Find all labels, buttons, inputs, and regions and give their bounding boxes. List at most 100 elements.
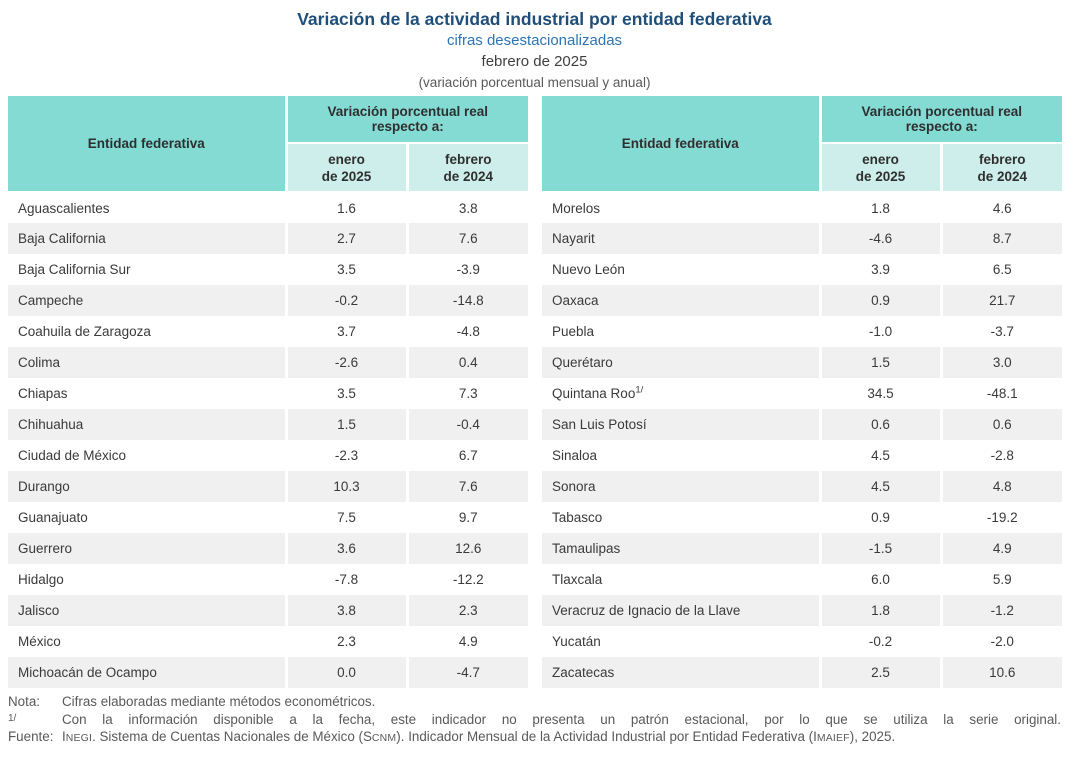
nota-label: Nota: xyxy=(8,694,41,709)
value-cell-febrero: 0.4 xyxy=(405,347,529,378)
table-row: Chiapas 3.5 7.3 xyxy=(8,378,529,409)
value-cell-enero: 2.7 xyxy=(284,223,407,254)
entity-cell: Puebla xyxy=(552,324,595,339)
entity-cell: Querétaro xyxy=(552,355,613,370)
value-cell-enero: -1.5 xyxy=(818,533,942,564)
table-row: Puebla -1.0 -3.7 xyxy=(542,316,1063,347)
entity-cell: Yucatán xyxy=(552,634,601,649)
nota-text: Cifras elaboradas mediante métodos econo… xyxy=(62,694,376,709)
value-cell-enero: -7.8 xyxy=(284,564,407,595)
table-body-left: Aguascalientes 1.6 3.8 Baja California 2.7 7.… xyxy=(8,192,529,688)
value-cell-enero: 4.5 xyxy=(818,440,942,471)
value-cell-enero: 3.5 xyxy=(284,378,407,409)
value-cell-febrero: 9.7 xyxy=(405,502,529,533)
table-row: Tabasco 0.9 -19.2 xyxy=(542,502,1063,533)
entity-cell: Ciudad de México xyxy=(18,448,127,463)
table-row: Oaxaca 0.9 21.7 xyxy=(542,285,1063,316)
value-cell-febrero: 2.3 xyxy=(405,595,529,626)
value-cell-enero: -2.6 xyxy=(284,347,407,378)
table-row: Coahuila de Zaragoza 3.7 -4.8 xyxy=(8,316,529,347)
entity-cell: Oaxaca xyxy=(552,293,599,308)
value-cell-febrero: 4.9 xyxy=(939,533,1063,564)
entity-cell: Sonora xyxy=(552,479,596,494)
entity-cell: Durango xyxy=(18,479,70,494)
entity-cell: Morelos xyxy=(552,200,601,216)
value-cell-enero: 1.6 xyxy=(284,192,407,223)
table-header-right: Entidad federativa Variación porcentual … xyxy=(542,96,1063,193)
entity-cell: San Luis Potosí xyxy=(552,417,647,432)
table-row: Jalisco 3.8 2.3 xyxy=(8,595,529,626)
month2-column-header: febrero de 2024 xyxy=(939,143,1063,193)
value-cell-febrero: -4.8 xyxy=(405,316,529,347)
entity-column-header: Entidad federativa xyxy=(542,96,822,193)
value-cell-febrero: -14.8 xyxy=(405,285,529,316)
entity-cell: Zacatecas xyxy=(552,665,615,680)
entity-cell: Tlaxcala xyxy=(552,572,603,587)
value-cell-enero: 2.5 xyxy=(818,657,942,688)
table-header-left: Entidad federativa Variación porcentual … xyxy=(8,96,529,193)
value-cell-febrero: 21.7 xyxy=(939,285,1063,316)
entity-cell: Nayarit xyxy=(552,231,595,246)
value-cell-enero: 3.6 xyxy=(284,533,407,564)
table-row: Sonora 4.5 4.8 xyxy=(542,471,1063,502)
table-row: Nuevo León 3.9 6.5 xyxy=(542,254,1063,285)
value-cell-febrero: -3.9 xyxy=(405,254,529,285)
table-row: Zacatecas 2.5 10.6 xyxy=(542,657,1063,688)
entity-cell: Tabasco xyxy=(552,510,603,525)
value-cell-febrero: -12.2 xyxy=(405,564,529,595)
page-subtitle-series: cifras desestacionalizadas xyxy=(446,32,623,49)
value-cell-febrero: -4.7 xyxy=(405,657,529,688)
entity-cell: Nuevo León xyxy=(552,262,625,277)
entity-cell: Campeche xyxy=(18,293,84,308)
entity-cell: Hidalgo xyxy=(18,572,64,587)
entity-cell: Jalisco xyxy=(18,603,60,618)
footnote1-marker: 1/ xyxy=(8,712,17,724)
footnote-marker: 1/ xyxy=(635,384,644,396)
table-row: Baja California 2.7 7.6 xyxy=(8,223,529,254)
table-row: Tamaulipas -1.5 4.9 xyxy=(542,533,1063,564)
tables-container: Entidad federativa Variación porcentual … xyxy=(8,96,1063,688)
page-subtitle-period: febrero de 2025 xyxy=(481,53,588,70)
table-row: Guerrero 3.6 12.6 xyxy=(8,533,529,564)
value-cell-enero: 7.5 xyxy=(284,502,407,533)
value-cell-febrero: 6.7 xyxy=(405,440,529,471)
value-cell-febrero: -0.4 xyxy=(405,409,529,440)
page-subtitle-units: (variación porcentual mensual y anual) xyxy=(418,75,651,90)
value-cell-enero: -0.2 xyxy=(818,626,942,657)
table-row: Yucatán -0.2 -2.0 xyxy=(542,626,1063,657)
table-row: Chihuahua 1.5 -0.4 xyxy=(8,409,529,440)
variation-group-header: Variación porcentual real respecto a: xyxy=(286,96,529,144)
entity-cell: Colima xyxy=(18,355,61,370)
entity-cell: Veracruz de Ignacio de la Llave xyxy=(552,603,741,618)
value-cell-febrero: 5.9 xyxy=(939,564,1063,595)
acronym-smallcaps: SCNM xyxy=(362,729,397,744)
value-cell-enero: 0.9 xyxy=(818,502,942,533)
table-row: Veracruz de Ignacio de la Llave 1.8 -1.2 xyxy=(542,595,1063,626)
table-row: Sinaloa 4.5 -2.8 xyxy=(542,440,1063,471)
value-cell-febrero: -1.2 xyxy=(939,595,1063,626)
entity-cell: Quintana Roo1/ xyxy=(552,384,644,401)
entity-cell: Tamaulipas xyxy=(552,541,621,556)
entity-cell: Coahuila de Zaragoza xyxy=(18,324,151,339)
value-cell-febrero: 8.7 xyxy=(939,223,1063,254)
value-cell-febrero: 4.8 xyxy=(939,471,1063,502)
table-row: Guanajuato 7.5 9.7 xyxy=(8,502,529,533)
title-block: Variación de la actividad industrial por… xyxy=(8,8,1061,92)
value-cell-febrero: 12.6 xyxy=(405,533,529,564)
value-cell-febrero: -3.7 xyxy=(939,316,1063,347)
footnote1-text: Con la información disponible a la fecha… xyxy=(62,711,1061,727)
value-cell-enero: 6.0 xyxy=(818,564,942,595)
table-row: Nayarit -4.6 8.7 xyxy=(542,223,1063,254)
value-cell-enero: 10.3 xyxy=(284,471,407,502)
table-row: Baja California Sur 3.5 -3.9 xyxy=(8,254,529,285)
value-cell-enero: 34.5 xyxy=(818,378,942,409)
value-cell-enero: -4.6 xyxy=(818,223,942,254)
value-cell-febrero: -19.2 xyxy=(939,502,1063,533)
value-cell-enero: 0.0 xyxy=(284,657,407,688)
value-cell-enero: -2.3 xyxy=(284,440,407,471)
entity-cell: Guanajuato xyxy=(18,510,88,525)
value-cell-febrero: -2.8 xyxy=(939,440,1063,471)
value-cell-febrero: 4.9 xyxy=(405,626,529,657)
table-row: Colima -2.6 0.4 xyxy=(8,347,529,378)
value-cell-febrero: -48.1 xyxy=(939,378,1063,409)
